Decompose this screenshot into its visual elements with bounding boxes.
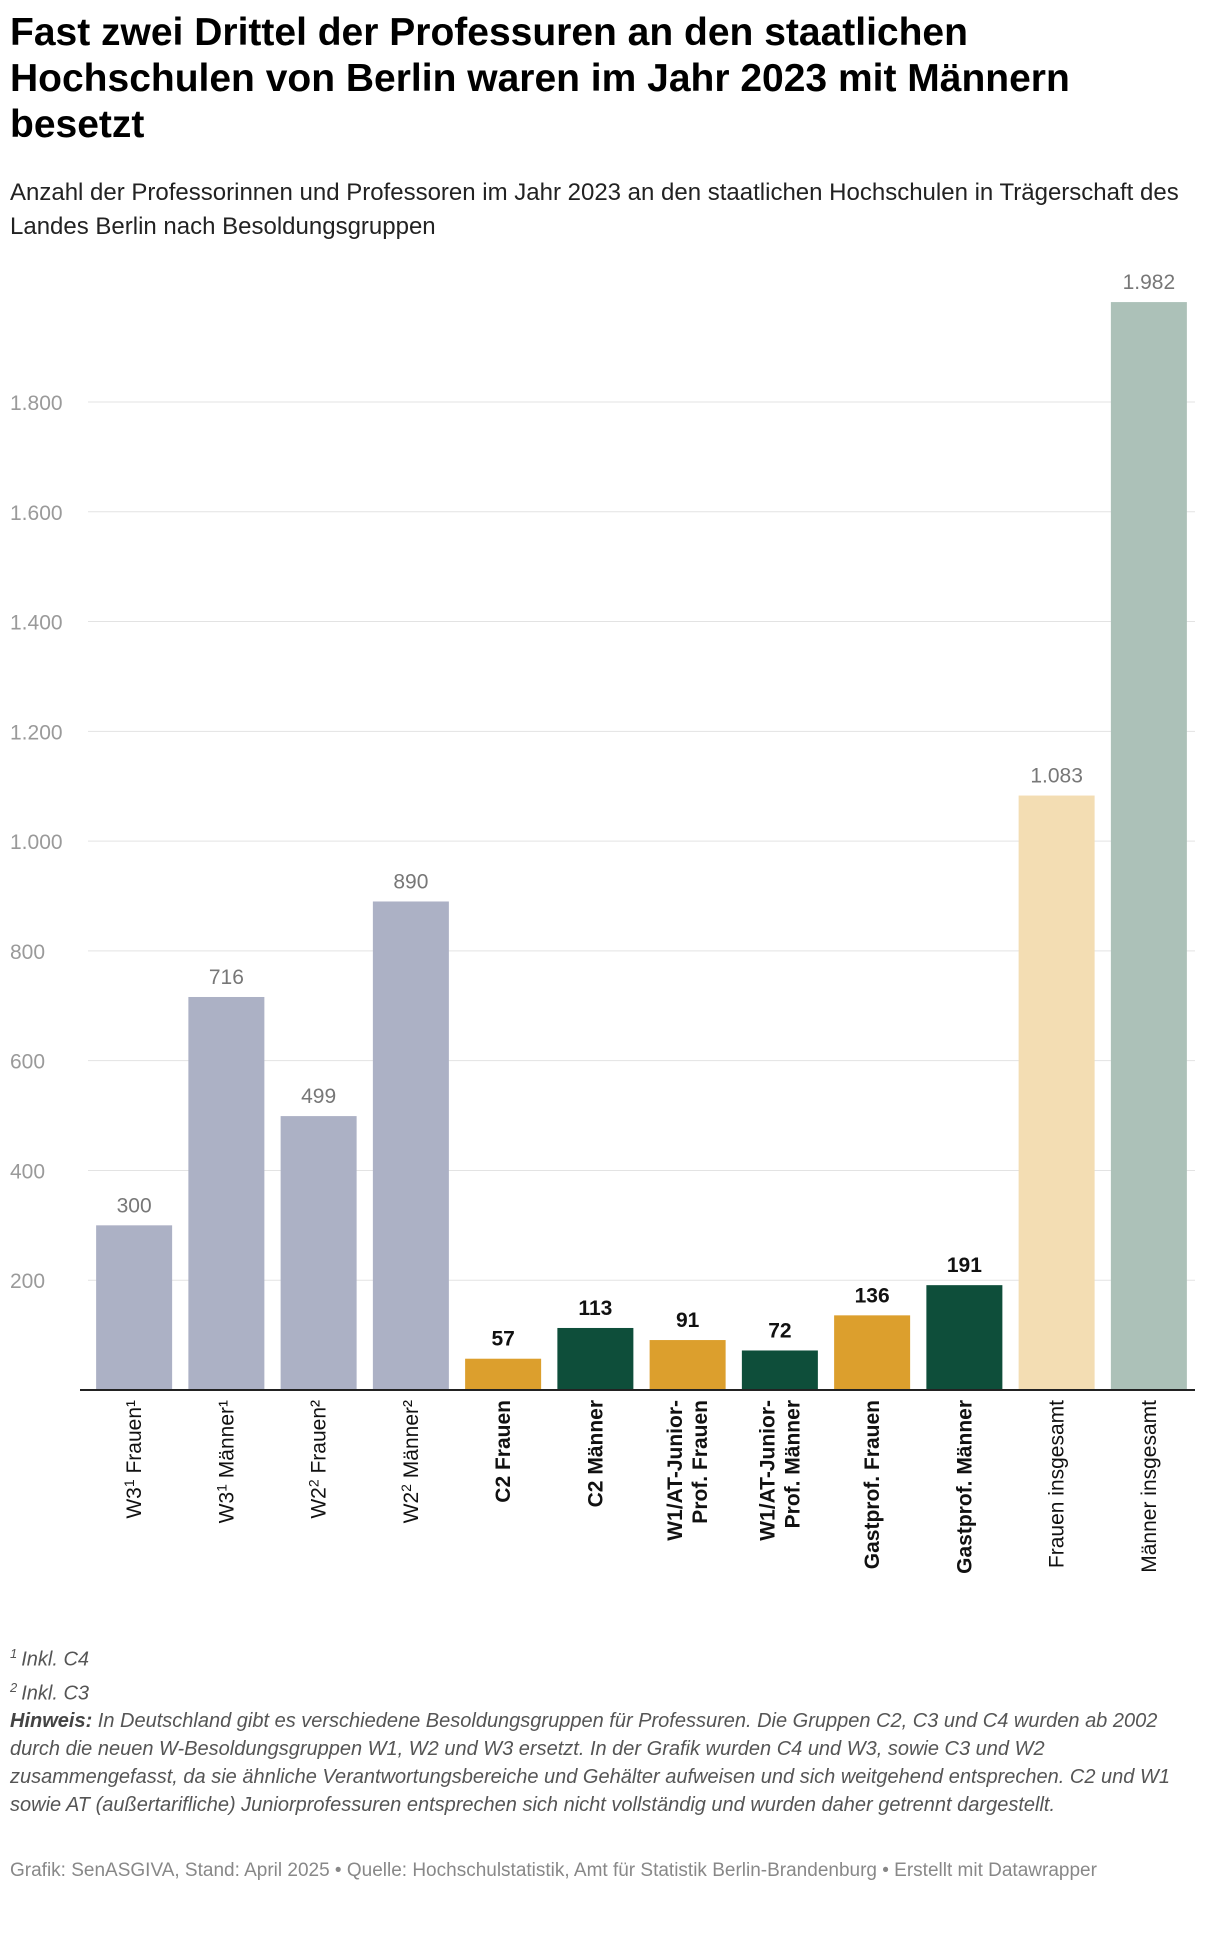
hint-note: Hinweis: In Deutschland gibt es verschie… — [10, 1707, 1190, 1819]
data-label: 72 — [768, 1319, 791, 1342]
data-label: 499 — [301, 1085, 336, 1108]
bar — [280, 1116, 357, 1390]
data-label: 191 — [947, 1254, 982, 1277]
bar — [1018, 795, 1095, 1390]
footnotes: 1 Inkl. C4 2 Inkl. C3 Hinweis: In Deutschl… — [10, 1640, 1190, 1819]
bar — [649, 1340, 726, 1390]
x-tick-label: C2 Frauen — [492, 1400, 515, 1503]
bar — [465, 1358, 542, 1390]
data-label: 890 — [393, 870, 428, 893]
footnote-1-text: Inkl. C4 — [21, 1648, 90, 1671]
x-tick-label: W1/AT-Junior-Prof. Männer — [756, 1400, 804, 1541]
y-tick-label: 600 — [10, 1051, 45, 1074]
source-footer: Grafik: SenASGIVA, Stand: April 2025 • Q… — [10, 1860, 1097, 1881]
bar — [1110, 302, 1187, 1390]
bar — [834, 1315, 911, 1390]
x-tick-label: Frauen insgesamt — [1046, 1400, 1069, 1568]
x-tick-label: Männer insgesamt — [1138, 1400, 1161, 1573]
hint-text: In Deutschland gibt es verschiedene Beso… — [10, 1710, 1170, 1817]
bar-chart: 200 400 600 800 1.000 1.200 1.400 1.600 1.800 300… — [10, 271, 1195, 1574]
data-label: 300 — [117, 1194, 152, 1217]
chart-title: Fast zwei Drittel der Professuren an den… — [10, 11, 1070, 146]
footnote-2-mark: 2 — [10, 1679, 18, 1695]
bar — [372, 901, 449, 1390]
x-tick-label: W1/AT-Junior-Prof. Frauen — [664, 1400, 712, 1541]
data-label: 91 — [676, 1309, 700, 1332]
footnote-2: 2 Inkl. C3 — [10, 1674, 1190, 1708]
x-tick-label: Gastprof. Männer — [953, 1400, 976, 1574]
x-tick-label: W31 Frauen¹ — [121, 1400, 146, 1519]
bar — [557, 1327, 634, 1390]
x-tick-label: Gastprof. Frauen — [861, 1400, 884, 1569]
y-tick-label: 400 — [10, 1160, 45, 1183]
y-tick-label: 1.200 — [10, 721, 63, 744]
y-tick-label: 200 — [10, 1270, 45, 1293]
hint-label: Hinweis: — [10, 1710, 93, 1733]
bar — [188, 996, 265, 1390]
x-tick-label: C2 Männer — [584, 1400, 607, 1507]
bar — [96, 1225, 173, 1390]
footnote-1: 1 Inkl. C4 — [10, 1640, 1190, 1674]
data-label: 136 — [855, 1284, 890, 1307]
data-label: 1.083 — [1030, 765, 1083, 788]
x-tick-label: W22 Männer² — [398, 1400, 423, 1523]
y-tick-label: 1.400 — [10, 612, 63, 635]
x-tick-label: W22 Frauen² — [306, 1400, 331, 1519]
x-tick-label: W31 Männer¹ — [213, 1400, 238, 1523]
data-label: 716 — [209, 966, 244, 989]
y-tick-label: 1.600 — [10, 502, 63, 525]
data-label: 1.982 — [1123, 271, 1176, 294]
data-label: 57 — [491, 1328, 514, 1351]
bar — [926, 1285, 1003, 1390]
bar — [741, 1350, 818, 1390]
chart-subtitle: Anzahl der Professorinnen und Professore… — [10, 179, 1179, 240]
footnote-2-text: Inkl. C3 — [21, 1682, 90, 1705]
y-tick-label: 1.000 — [10, 831, 63, 854]
data-label: 113 — [578, 1297, 612, 1320]
footnote-1-mark: 1 — [10, 1646, 18, 1661]
y-tick-label: 1.800 — [10, 392, 63, 415]
y-tick-label: 800 — [10, 941, 45, 964]
